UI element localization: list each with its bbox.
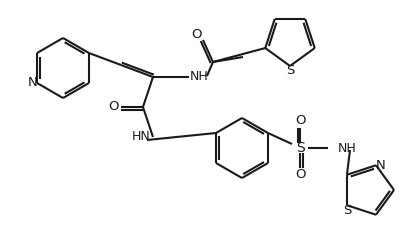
Text: NH: NH — [338, 142, 357, 155]
Text: O: O — [295, 168, 305, 182]
Text: O: O — [295, 115, 305, 127]
Text: HN: HN — [132, 130, 150, 144]
Text: O: O — [109, 100, 119, 114]
Text: N: N — [376, 159, 386, 172]
Text: S: S — [286, 64, 294, 77]
Text: N: N — [28, 76, 38, 90]
Text: S: S — [343, 204, 351, 217]
Text: O: O — [192, 28, 202, 40]
Text: S: S — [295, 141, 304, 155]
Text: NH: NH — [190, 70, 208, 84]
